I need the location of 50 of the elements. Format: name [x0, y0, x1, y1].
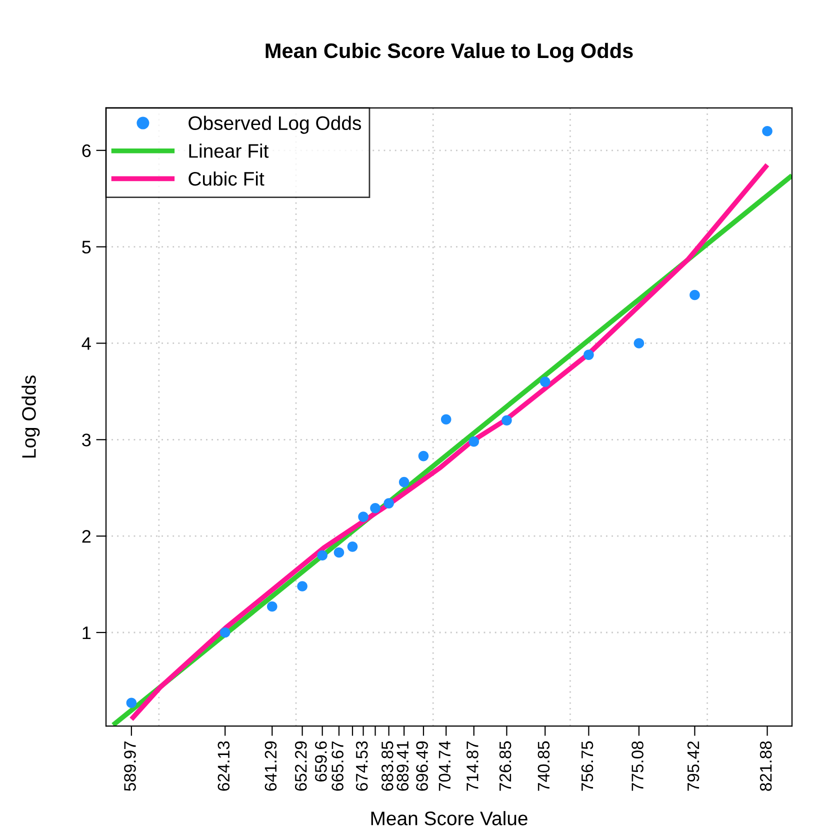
point	[297, 581, 308, 592]
x-tick-label: 665.67	[332, 741, 344, 791]
x-tick-label: 659.6	[315, 741, 327, 782]
point	[266, 601, 278, 612]
y-tick-label: 2	[82, 530, 91, 543]
x-tick-label: 589.97	[124, 741, 136, 791]
y-tick-label: 1	[82, 626, 91, 640]
x-tick-label: 795.42	[687, 741, 700, 791]
x-tick-label: 652.29	[294, 741, 307, 791]
x-tick-label: 714.87	[466, 741, 478, 791]
chart-title: Mean Cubic Score Value to Log Odds	[266, 42, 633, 62]
y-tick-label: 3	[82, 434, 91, 446]
point	[540, 376, 550, 387]
x-tick-label: 775.08	[632, 741, 644, 791]
x-tick-label: 683.85	[381, 741, 394, 791]
x-tick-label: 756.75	[581, 741, 594, 791]
point	[334, 547, 344, 558]
point	[358, 512, 368, 522]
y-axis-title: Log Odds	[22, 376, 40, 458]
x-tick-label: 704.74	[438, 741, 451, 791]
point	[584, 350, 594, 360]
legend-label: Linear Fit	[189, 144, 269, 158]
point	[634, 338, 644, 348]
x-tick-label: 726.85	[499, 741, 512, 791]
point	[762, 126, 772, 136]
legend-label: Cubic Fit	[188, 171, 264, 186]
y-tick-label: 4	[82, 337, 91, 350]
point	[220, 627, 230, 638]
point	[418, 450, 429, 462]
point	[317, 550, 328, 561]
point	[502, 415, 512, 426]
x-tick-label: 624.13	[218, 741, 230, 791]
point	[440, 414, 452, 425]
y-tick-label: 6	[82, 144, 91, 158]
x-tick-label: 821.88	[760, 741, 772, 791]
point	[384, 498, 394, 508]
x-tick-label: 674.53	[356, 741, 368, 791]
y-tick-label: 5	[82, 240, 91, 254]
point	[690, 290, 700, 300]
point	[370, 502, 380, 514]
x-tick-label: 641.29	[264, 741, 277, 791]
point	[347, 542, 358, 552]
point	[468, 436, 480, 447]
x-axis-title: Mean Score Value	[371, 811, 528, 826]
point	[126, 698, 137, 708]
point	[398, 476, 410, 488]
legend-label: Observed Log Odds	[188, 116, 361, 134]
x-tick-label: 740.85	[538, 741, 550, 791]
x-tick-label: 696.49	[416, 741, 428, 791]
x-tick-label: 689.41	[396, 741, 409, 791]
